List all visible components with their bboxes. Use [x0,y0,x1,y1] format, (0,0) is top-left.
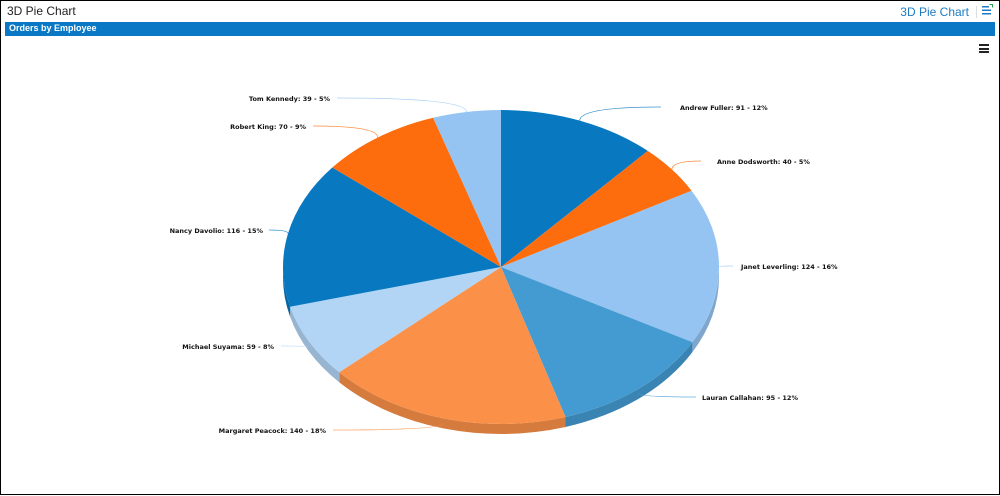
data-label: Margaret Peacock: 140 - 18% [219,427,327,435]
label-connector [639,393,696,397]
data-label: Robert King: 70 - 9% [230,123,306,131]
data-label: Janet Leverling: 124 - 16% [740,263,838,271]
data-label: Andrew Fuller: 91 - 12% [680,104,768,112]
label-connector [269,230,288,233]
label-connector [313,126,378,137]
data-label: Anne Dodsworth: 40 - 5% [717,158,810,166]
data-label: Michael Suyama: 59 - 8% [182,343,274,351]
label-connector [580,107,661,121]
data-label: Lauran Callahan: 95 - 12% [702,394,798,402]
label-connector [672,161,701,170]
label-connector [337,98,467,112]
data-label: Nancy Davolio: 116 - 15% [170,227,264,235]
label-connector [281,346,309,347]
pie-tops [283,110,719,424]
data-label: Tom Kennedy: 39 - 5% [249,95,331,103]
